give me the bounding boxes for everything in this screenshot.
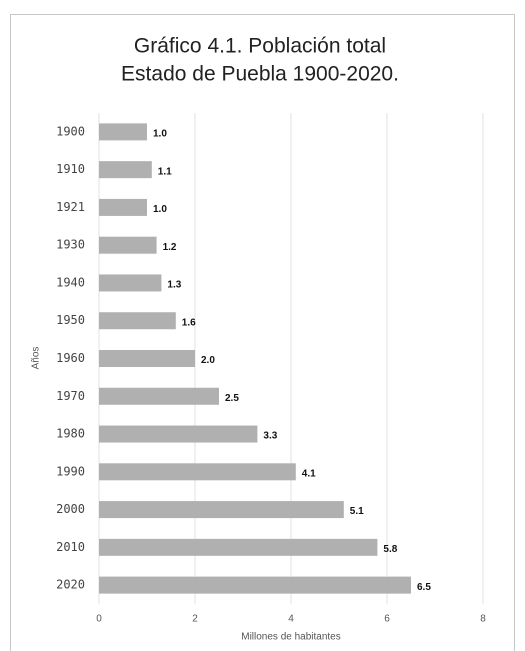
y-tick-label: 2010: [56, 540, 85, 554]
y-tick-label: 1921: [56, 200, 85, 214]
y-axis-label: Años: [31, 347, 42, 370]
value-label: 3.3: [263, 431, 277, 442]
x-tick-label: 0: [96, 614, 102, 625]
y-tick-label: 1910: [56, 162, 85, 176]
value-label: 2.0: [201, 355, 215, 366]
x-tick-label: 8: [480, 614, 486, 625]
bar: [99, 123, 147, 141]
bar: [99, 463, 296, 481]
y-tick-label: 1900: [56, 124, 85, 138]
y-tick-label: 1980: [56, 427, 85, 441]
value-label: 2.5: [225, 393, 239, 404]
y-tick-label: 1950: [56, 313, 85, 327]
value-label: 1.2: [163, 242, 177, 253]
chart-title: Estado de Puebla 1900-2020.: [121, 63, 399, 86]
y-tick-label: 1960: [56, 351, 85, 365]
bar: [99, 312, 176, 330]
value-label: 1.1: [158, 166, 172, 177]
bar: [99, 387, 219, 405]
value-label: 5.1: [350, 506, 364, 517]
bar: [99, 350, 195, 367]
bar: [99, 538, 378, 556]
bar: [99, 576, 411, 594]
value-label: 1.3: [167, 280, 181, 291]
bar: [99, 236, 157, 254]
value-label: 1.6: [182, 317, 196, 328]
bar: [99, 198, 147, 216]
value-label: 4.1: [302, 468, 316, 479]
y-tick-label: 2000: [56, 502, 85, 516]
x-tick-label: 6: [384, 614, 390, 625]
chart-title: Gráfico 4.1. Población total: [134, 35, 386, 58]
y-tick-label: 1930: [56, 238, 85, 252]
x-tick-label: 2: [192, 614, 198, 625]
y-tick-label: 2020: [56, 578, 85, 592]
x-tick-label: 4: [288, 614, 294, 625]
value-label: 1.0: [153, 129, 167, 140]
y-tick-label: 1990: [56, 464, 85, 478]
value-label: 1.0: [153, 204, 167, 215]
y-tick-label: 1940: [56, 275, 85, 289]
bar: [99, 161, 152, 179]
value-label: 6.5: [417, 582, 431, 593]
bar: [99, 501, 344, 519]
frame: [10, 14, 515, 651]
y-tick-label: 1970: [56, 389, 85, 403]
bar: [99, 274, 162, 292]
bar: [99, 425, 258, 443]
x-axis-label: Millones de habitantes: [241, 632, 341, 643]
value-label: 5.8: [383, 544, 397, 555]
